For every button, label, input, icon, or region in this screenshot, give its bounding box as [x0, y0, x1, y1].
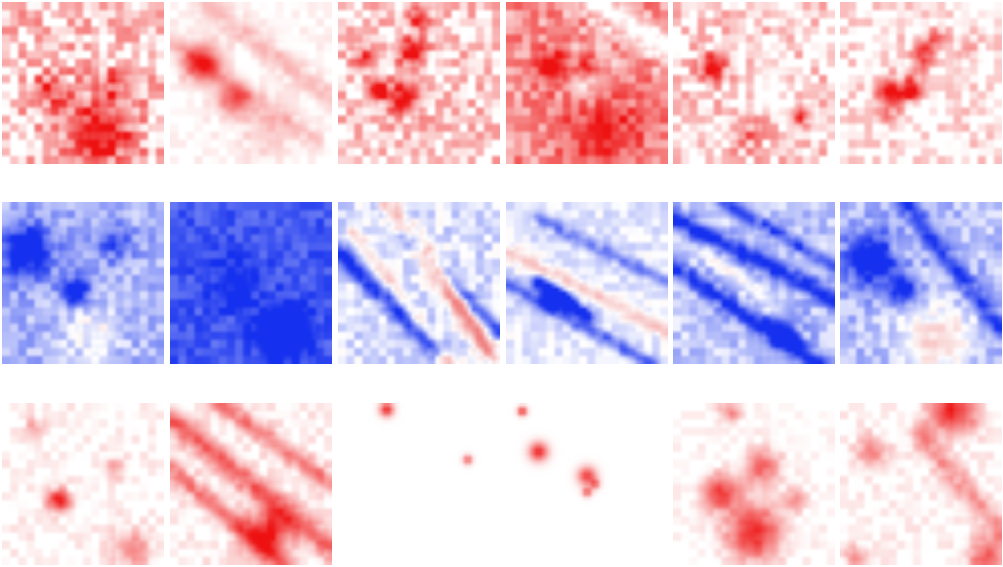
heatmap-canvas — [506, 202, 668, 364]
heatmap-canvas — [840, 403, 1002, 565]
heatmap-canvas — [506, 2, 668, 164]
heatmap-canvas — [506, 403, 668, 565]
heatmap-panel-r3-c1 — [2, 403, 164, 565]
heatmap-canvas — [338, 403, 500, 565]
heatmap-panel-r1-c6 — [840, 2, 1002, 164]
heatmap-panel-r1-c2 — [170, 2, 332, 164]
heatmap-canvas — [840, 202, 1002, 364]
heatmap-canvas — [338, 202, 500, 364]
heatmap-panel-r1-c3 — [338, 2, 500, 164]
heatmap-panel-r3-c5 — [673, 403, 835, 565]
heatmap-canvas — [673, 202, 835, 364]
heatmap-panel-r1-c4 — [506, 2, 668, 164]
heatmap-canvas — [2, 403, 164, 565]
heatmap-panel-r2-c1 — [2, 202, 164, 364]
heatmap-canvas — [170, 202, 332, 364]
heatmap-canvas — [170, 403, 332, 565]
heatmap-panel-r2-c4 — [506, 202, 668, 364]
heatmap-panel-r2-c6 — [840, 202, 1002, 364]
heatmap-canvas — [2, 202, 164, 364]
heatmap-panel-r3-c2 — [170, 403, 332, 565]
heatmap-panel-r1-c1 — [2, 2, 164, 164]
heatmap-canvas — [673, 403, 835, 565]
heatmap-panel-r3-c6 — [840, 403, 1002, 565]
heatmap-panel-r3-c4 — [506, 403, 668, 565]
heatmap-canvas — [840, 2, 1002, 164]
heatmap-panel-r1-c5 — [673, 2, 835, 164]
heatmap-canvas — [338, 2, 500, 164]
heatmap-canvas — [673, 2, 835, 164]
heatmap-canvas — [2, 2, 164, 164]
heatmap-panel-r2-c2 — [170, 202, 332, 364]
heatmap-panel-r2-c3 — [338, 202, 500, 364]
heatmap-panel-r2-c5 — [673, 202, 835, 364]
heatmap-panel-r3-c3 — [338, 403, 500, 565]
heatmap-canvas — [170, 2, 332, 164]
